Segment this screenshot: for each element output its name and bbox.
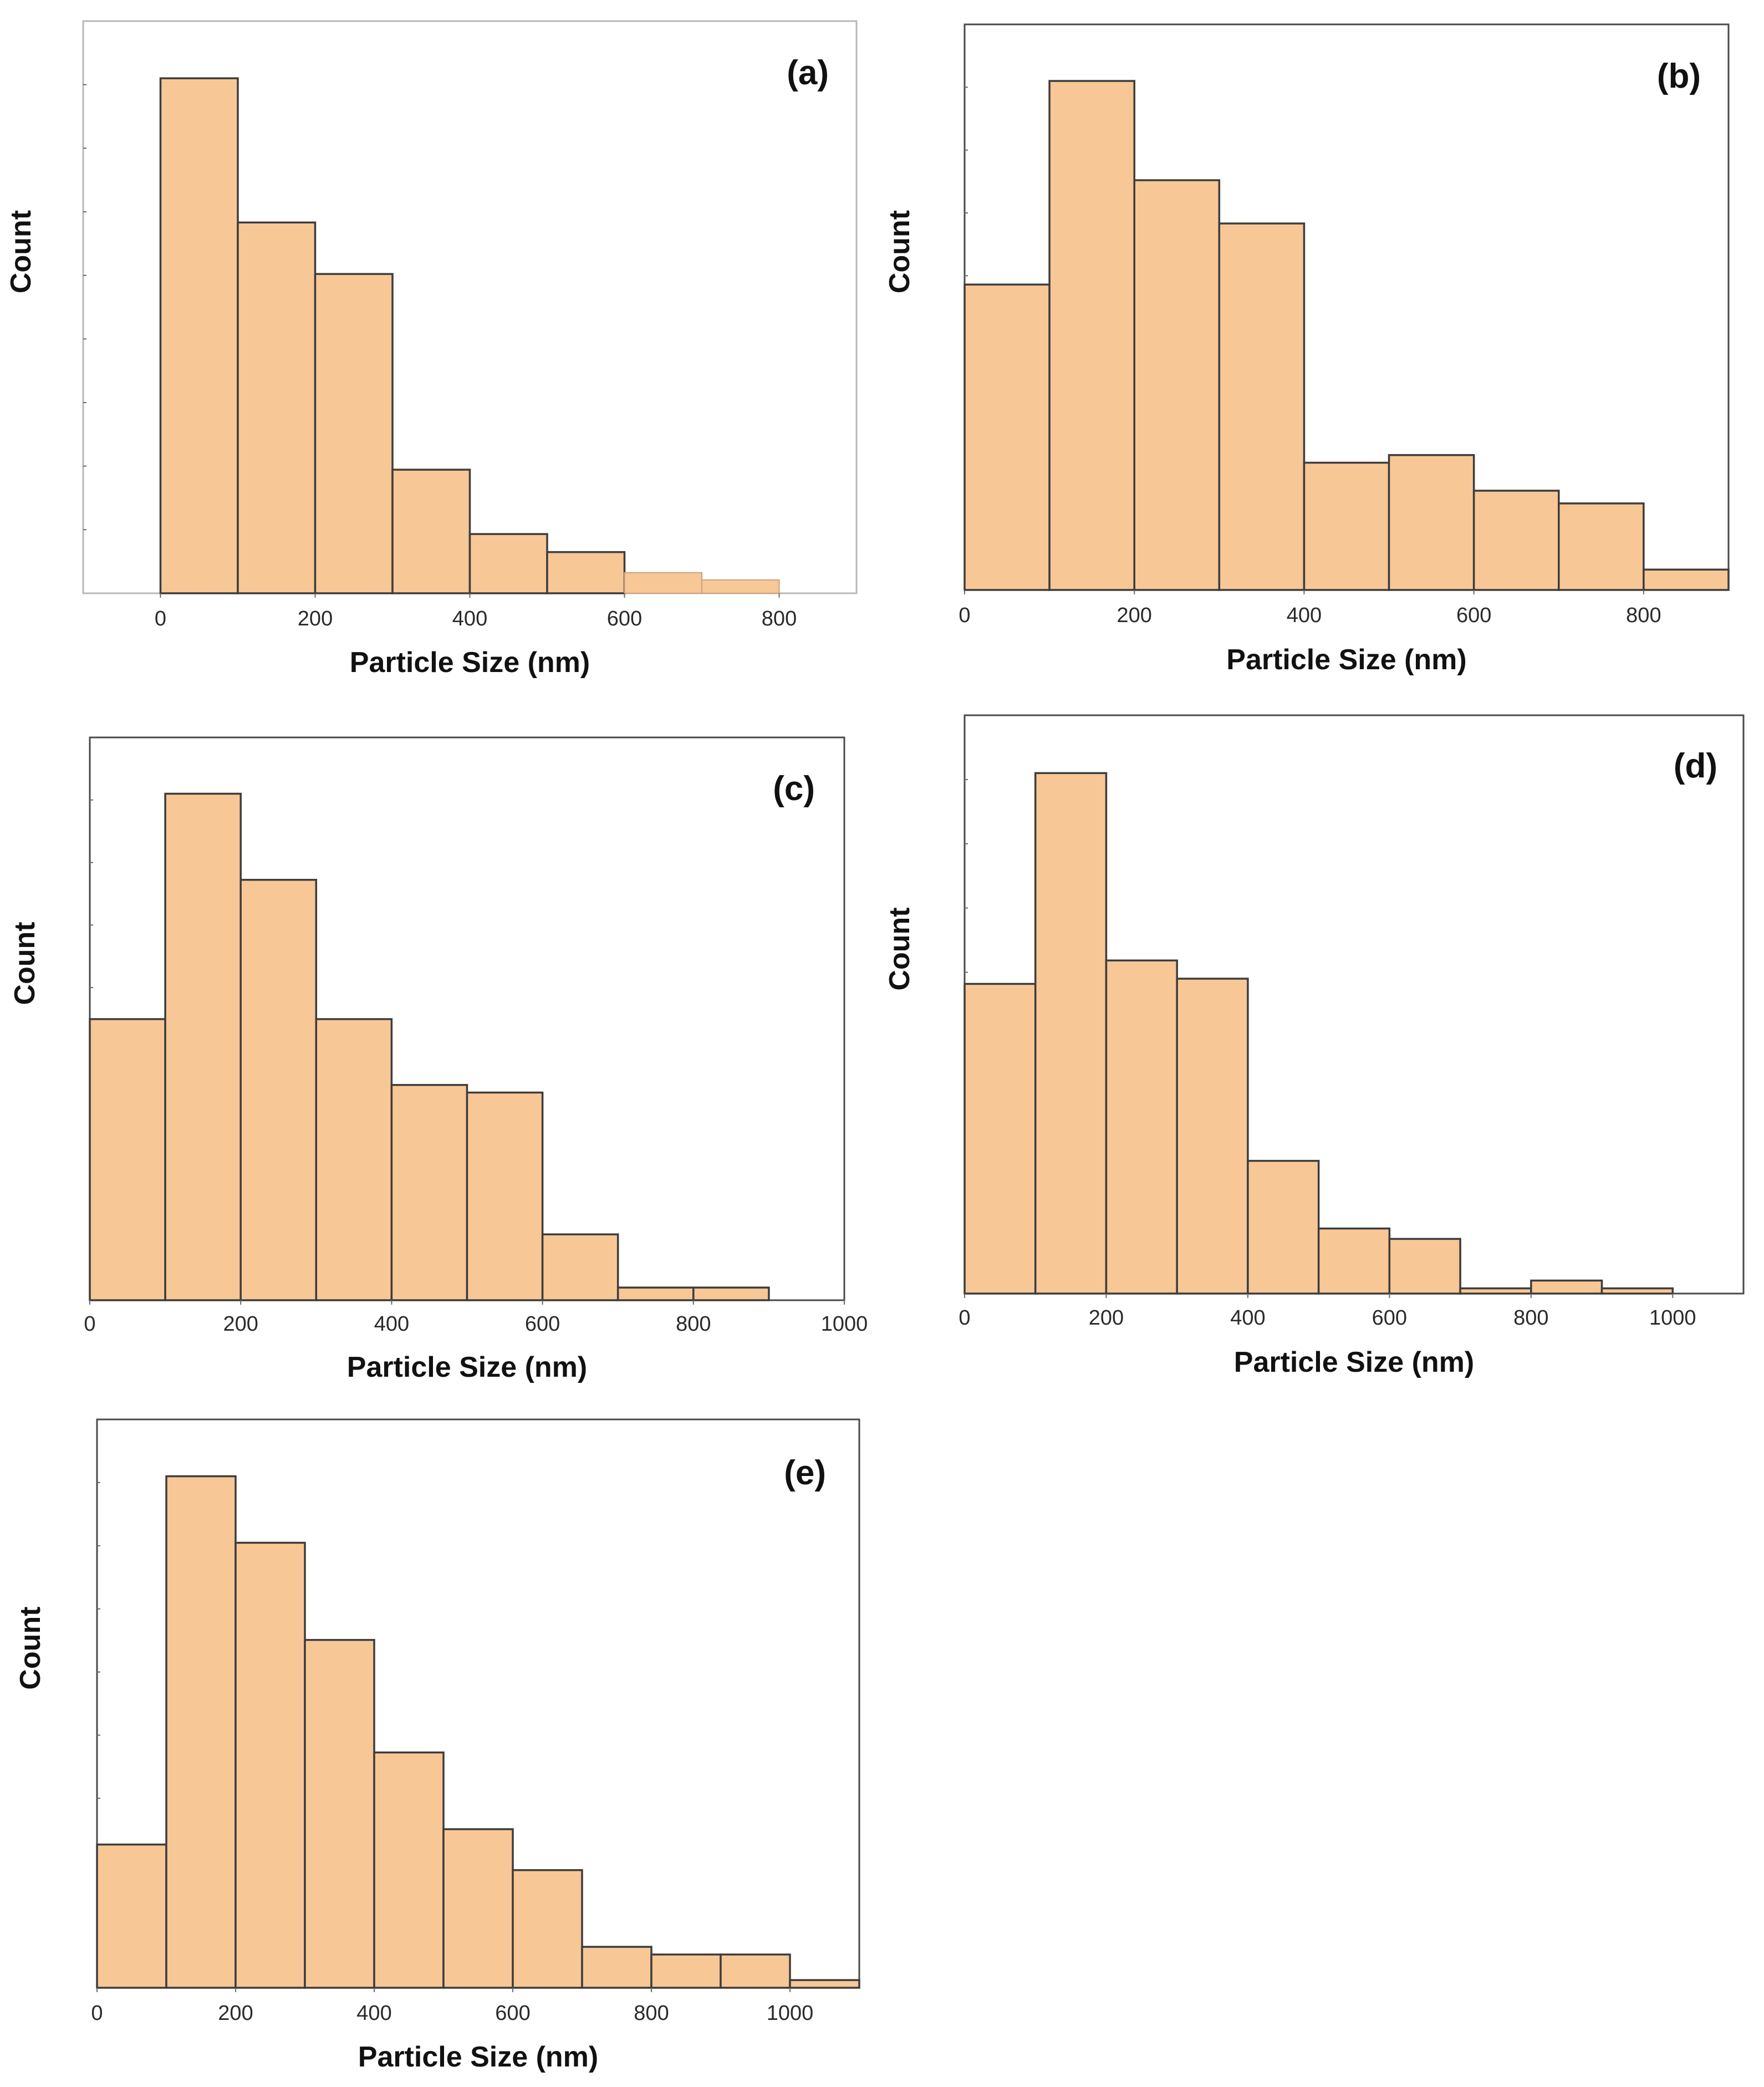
panel-e: 0 200 400 600 800 1000 Particle Size (nm) Count…	[14, 1418, 860, 2073]
panel-tag: (b)	[1657, 57, 1701, 95]
histogram-bar	[96, 1843, 167, 1989]
x-tick-label: 800	[676, 1312, 711, 1336]
histogram-bar	[541, 1233, 619, 1301]
x-tick-label: 600	[495, 2002, 530, 2025]
histogram-bar	[234, 1541, 306, 1989]
histogram-bar	[789, 1979, 860, 1989]
panel-b: 0 200 400 600 800 Particle Size (nm) Count (b)	[884, 23, 1730, 676]
histogram-bar	[314, 273, 394, 594]
y-axis-label: Count	[9, 922, 41, 1005]
x-tick-label: 600	[1456, 604, 1491, 627]
histogram-bar	[650, 1953, 722, 1989]
x-tick-label: 200	[223, 1312, 258, 1336]
histogram-bar	[1317, 1227, 1391, 1295]
histogram-bar	[1600, 1287, 1674, 1295]
histogram-bar	[624, 572, 702, 594]
x-tick-label: 0	[959, 1306, 970, 1330]
x-tick-label: 800	[634, 2002, 669, 2025]
x-tick-label: 600	[525, 1312, 560, 1336]
panel-tag: (e)	[784, 1454, 826, 1492]
y-axis-label: Count	[14, 1606, 47, 1689]
x-tick-label: 400	[1287, 604, 1322, 627]
x-tick-label: 600	[1372, 1306, 1407, 1330]
x-tick-label: 1000	[821, 1312, 868, 1336]
x-tick-label: 0	[155, 607, 166, 630]
histogram-bar	[373, 1751, 445, 1989]
x-tick-label: 800	[1626, 604, 1661, 627]
panel-c: 0 200 400 600 800 1000 Particle Size (nm) Count…	[9, 736, 868, 1383]
histogram-bar	[1133, 179, 1221, 591]
x-axis-label: Particle Size (nm)	[1234, 1346, 1474, 1378]
x-tick-label: 0	[959, 604, 970, 627]
x-axis-label: Particle Size (nm)	[350, 647, 590, 679]
histogram-bar	[89, 1018, 166, 1301]
histogram-bar	[512, 1869, 583, 1989]
histogram-bar	[720, 1953, 791, 1989]
histogram-bar	[1218, 222, 1306, 591]
histogram-bar	[164, 792, 242, 1301]
histogram-bar	[1558, 502, 1645, 591]
histogram-bar	[1247, 1159, 1320, 1295]
histogram-bar	[963, 983, 1037, 1295]
x-tick-label: 1000	[1649, 1306, 1696, 1330]
y-axis-label: Count	[5, 210, 37, 293]
histogram-bar	[546, 551, 626, 594]
histogram-bar	[581, 1946, 652, 1989]
histogram-bar	[442, 1828, 514, 1989]
histogram-bar	[159, 77, 239, 594]
panel-tag: (c)	[773, 770, 815, 808]
histogram-bar	[304, 1638, 375, 1989]
histogram-bar	[1459, 1287, 1532, 1295]
x-tick-label: 400	[356, 2002, 391, 2025]
x-tick-label: 800	[1513, 1306, 1548, 1330]
x-axis-label: Particle Size (nm)	[1226, 644, 1466, 676]
histogram-bar	[237, 221, 317, 594]
histogram-bar	[701, 579, 780, 594]
histogram-bar	[1530, 1279, 1603, 1295]
panel-tag: (a)	[787, 54, 829, 92]
histogram-bar	[1176, 978, 1249, 1295]
histogram-bar	[1303, 461, 1390, 591]
x-tick-label: 0	[84, 1312, 95, 1336]
x-axis-label: Particle Size (nm)	[347, 1351, 587, 1383]
histogram-bar	[1388, 1238, 1461, 1295]
x-tick-label: 400	[1230, 1306, 1265, 1330]
histogram-bar	[391, 469, 471, 594]
y-axis-label: Count	[884, 210, 916, 293]
histogram-bar	[1048, 80, 1135, 591]
histogram-bar	[466, 1091, 544, 1301]
x-tick-label: 1000	[767, 2002, 814, 2025]
y-axis-label: Count	[884, 907, 916, 990]
histogram-bar	[315, 1018, 393, 1301]
histogram-bar	[1472, 490, 1560, 591]
histogram-bar	[390, 1084, 468, 1301]
x-tick-label: 400	[452, 607, 487, 630]
x-axis-label: Particle Size (nm)	[358, 2041, 598, 2073]
histogram-bar	[239, 879, 318, 1301]
x-tick-label: 0	[91, 2002, 103, 2025]
x-tick-label: 200	[1089, 1306, 1124, 1330]
x-tick-label: 600	[607, 607, 642, 630]
histogram-bar	[1388, 454, 1475, 591]
histogram-bar	[963, 283, 1051, 591]
histogram-bar	[165, 1475, 237, 1989]
histogram-bar	[616, 1286, 695, 1301]
x-tick-label: 800	[762, 607, 797, 630]
histogram-bar	[692, 1286, 770, 1301]
histogram-bar	[468, 533, 548, 594]
x-tick-label: 400	[374, 1312, 409, 1336]
panel-d: 0 200 400 600 800 1000 Particle Size (nm) Count…	[884, 714, 1745, 1378]
histogram-bar	[1105, 959, 1178, 1295]
x-tick-label: 200	[1117, 604, 1152, 627]
x-tick-label: 200	[298, 607, 333, 630]
panel-tag: (d)	[1674, 747, 1717, 785]
histogram-bar	[1034, 772, 1108, 1295]
x-tick-label: 200	[218, 2002, 253, 2025]
histogram-bar	[1643, 568, 1730, 591]
panel-a: 0 200 400 600 800 Particle Size (nm) Count (a)	[5, 20, 858, 679]
